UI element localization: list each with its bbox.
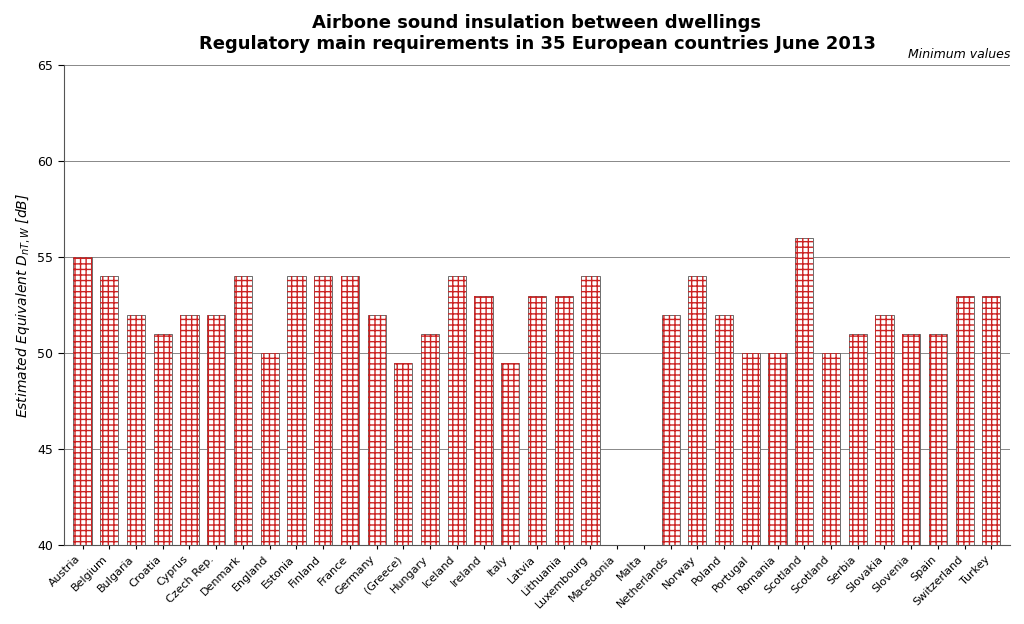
Bar	[474, 296, 493, 545]
Bar	[154, 334, 172, 545]
Bar	[528, 296, 546, 545]
Bar	[955, 296, 974, 545]
Bar	[982, 296, 1000, 545]
Bar	[260, 353, 279, 545]
Bar	[741, 353, 760, 545]
Bar	[822, 353, 840, 545]
Bar	[474, 296, 493, 545]
Y-axis label: Estimated Equivalent $D_{nT,W}$ [dB]: Estimated Equivalent $D_{nT,W}$ [dB]	[14, 193, 32, 417]
Bar	[876, 314, 894, 545]
Bar	[233, 276, 252, 545]
Bar	[368, 314, 386, 545]
Bar	[555, 296, 572, 545]
Bar	[100, 276, 119, 545]
Bar	[929, 334, 947, 545]
Bar	[180, 314, 199, 545]
Bar	[180, 314, 199, 545]
Bar	[127, 314, 145, 545]
Bar	[233, 276, 252, 545]
Bar	[715, 314, 733, 545]
Bar	[421, 334, 439, 545]
Bar	[260, 353, 279, 545]
Text: Minimum values: Minimum values	[907, 47, 1010, 61]
Bar	[368, 314, 386, 545]
Bar	[796, 238, 813, 545]
Bar	[822, 353, 840, 545]
Bar	[796, 238, 813, 545]
Bar	[314, 276, 332, 545]
Bar	[207, 314, 225, 545]
Bar	[100, 276, 119, 545]
Bar	[876, 314, 894, 545]
Bar	[501, 363, 519, 545]
Bar	[154, 334, 172, 545]
Bar	[341, 276, 359, 545]
Bar	[715, 314, 733, 545]
Bar	[341, 276, 359, 545]
Bar	[288, 276, 305, 545]
Bar	[582, 276, 599, 545]
Bar	[768, 353, 786, 545]
Bar	[394, 363, 413, 545]
Bar	[447, 276, 466, 545]
Bar	[207, 314, 225, 545]
Bar	[582, 276, 599, 545]
Bar	[902, 334, 921, 545]
Bar	[127, 314, 145, 545]
Bar	[768, 353, 786, 545]
Bar	[982, 296, 1000, 545]
Bar	[688, 276, 707, 545]
Bar	[902, 334, 921, 545]
Bar	[849, 334, 867, 545]
Bar	[74, 257, 92, 545]
Bar	[955, 296, 974, 545]
Bar	[314, 276, 332, 545]
Bar	[555, 296, 572, 545]
Bar	[394, 363, 413, 545]
Bar	[288, 276, 305, 545]
Bar	[688, 276, 707, 545]
Bar	[74, 257, 92, 545]
Bar	[741, 353, 760, 545]
Bar	[929, 334, 947, 545]
Bar	[501, 363, 519, 545]
Bar	[662, 314, 680, 545]
Bar	[447, 276, 466, 545]
Bar	[528, 296, 546, 545]
Bar	[421, 334, 439, 545]
Title: Airbone sound insulation between dwellings
Regulatory main requirements in 35 Eu: Airbone sound insulation between dwellin…	[199, 14, 876, 52]
Bar	[849, 334, 867, 545]
Bar	[662, 314, 680, 545]
